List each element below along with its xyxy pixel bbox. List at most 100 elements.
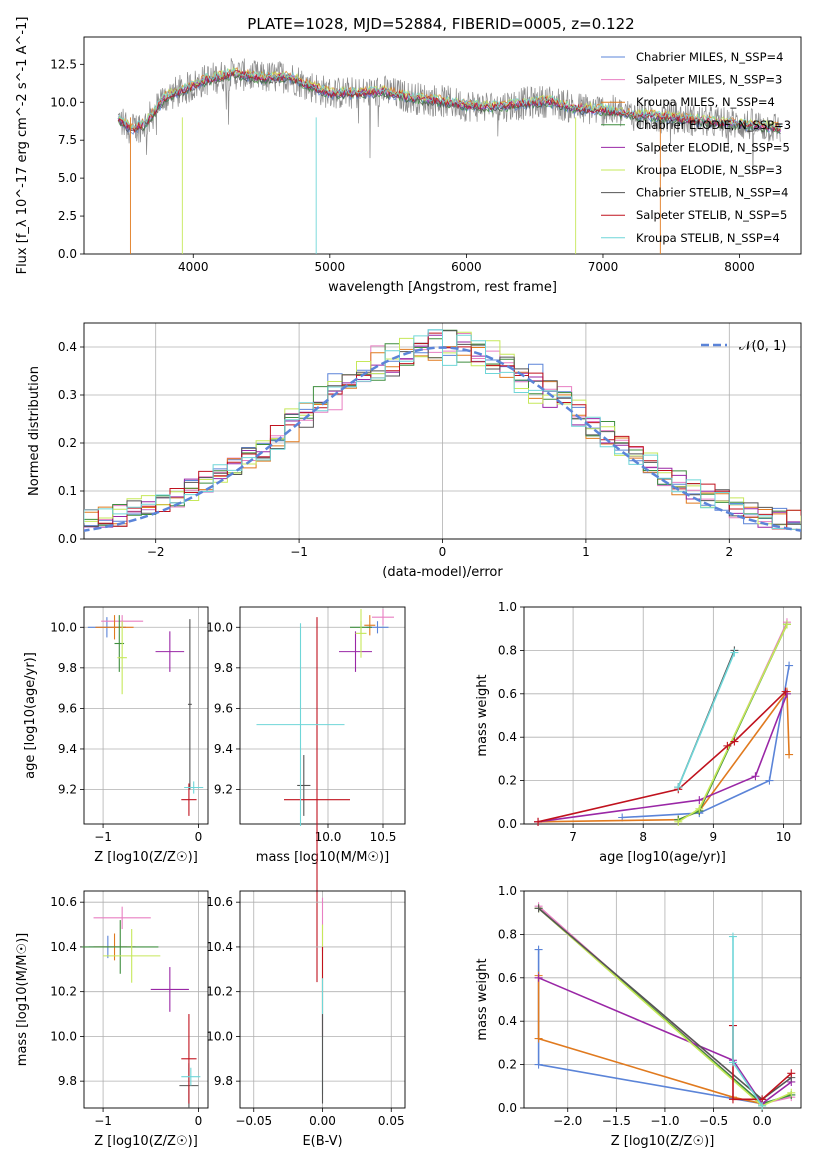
y-tick-label: 0.0 [498, 1101, 517, 1115]
y-tick-label: 0.0 [498, 817, 517, 831]
model-spectrum-kroupa_elodie [117, 66, 781, 131]
y-tick-label: 0.8 [498, 643, 517, 657]
x-tick-label: 8 [639, 830, 647, 844]
x-tick-label: 2 [725, 545, 733, 559]
x-tick-label: 5000 [315, 260, 346, 274]
data-point-marker [765, 776, 774, 785]
data-point-marker [695, 796, 704, 805]
y-tick-label: 10.0 [206, 620, 233, 634]
data-point-marker [534, 1060, 543, 1069]
mass-weight-line-kroupa_miles [537, 975, 763, 1105]
model-spectrum-kroupa_stelib [117, 66, 781, 130]
y-tick-label: 0.8 [498, 927, 517, 941]
legend-entry: 𝒩(0, 1) [739, 339, 786, 354]
x-axis-label: age [log10(age/yr)] [599, 850, 726, 865]
data-point-marker [781, 687, 790, 696]
y-tick-label: 0.2 [498, 1058, 517, 1072]
normal-distribution-curve [84, 346, 801, 532]
axes-frame [83, 606, 209, 825]
y-tick-label: 0.0 [58, 532, 77, 546]
data-point-marker [534, 973, 543, 982]
data-point-marker [787, 1088, 796, 1097]
data-point-marker [695, 804, 704, 813]
x-tick-label: 0.00 [309, 1114, 336, 1128]
data-point-marker [728, 1095, 737, 1104]
spectrum-lines [117, 58, 781, 254]
y-tick-label: 0.2 [58, 436, 77, 450]
y-tick-label: 0.1 [58, 484, 77, 498]
x-axis-label: E(B-V) [302, 1134, 342, 1149]
figure-title: PLATE=1028, MJD=52884, FIBERID=0005, z=0… [247, 15, 634, 33]
x-tick-label: −1 [94, 830, 112, 844]
data-point-marker [728, 932, 737, 941]
residual-histogram-panel: −2 −1 0 1 2 0.0 0.1 0.2 0.3 0.4 (data-model)/error… [27, 322, 802, 580]
y-axis-label: mass weight [475, 674, 490, 756]
y-axis-label: mass weight [475, 958, 490, 1040]
data-point-marker [730, 648, 739, 657]
x-tick-label: 6000 [451, 260, 482, 274]
y-tick-label: 7.5 [58, 133, 77, 147]
y-tick-label: 10.0 [50, 1029, 77, 1043]
x-tick-label: 10 [776, 830, 791, 844]
y-tick-label: 2.5 [58, 209, 77, 223]
data-point-marker [751, 772, 760, 781]
axes-frame [523, 890, 802, 1109]
x-axis-label: (data-model)/error [382, 565, 503, 580]
y-tick-label: 10.4 [50, 940, 77, 954]
x-tick-label: −1.5 [602, 1114, 631, 1128]
y-tick-label: 0.6 [498, 687, 517, 701]
x-axis-label: Z [log10(Z/Z☉)] [94, 1134, 198, 1149]
y-tick-label: 9.2 [214, 783, 233, 797]
y-tick-label: 9.8 [58, 661, 77, 675]
data-point-marker [674, 783, 683, 792]
y-tick-label: 0.4 [58, 340, 77, 354]
x-tick-label: −1.0 [650, 1114, 679, 1128]
data-point-marker [534, 945, 543, 954]
y-tick-label: 9.6 [58, 701, 77, 715]
x-tick-label: −1 [94, 1114, 112, 1128]
x-axis-label: Z [log10(Z/Z☉)] [94, 850, 198, 865]
mass-vs-reddening-panel: −0.05 0.00 0.05 9.8 10.0 10.2 10.4 10.6 E(B-V) [206, 890, 406, 1149]
mass-weight-line-salpeter_elodie [538, 977, 792, 1105]
legend-entry: Kroupa STELIB, N_SSP=4 [636, 231, 780, 245]
y-tick-label: 9.2 [58, 783, 77, 797]
y-tick-label: 0.2 [498, 774, 517, 788]
mass-weight-line-kroupa_miles [537, 689, 790, 823]
y-tick-label: 10.6 [206, 895, 233, 909]
data-point-marker [723, 741, 732, 750]
observed-spectrum-line [117, 58, 781, 176]
mass-vs-metallicity-panel: −1 0 9.8 10.0 10.2 10.4 10.6 Z [log10(Z/Z☉)] mas… [15, 890, 209, 1149]
y-tick-label: 0.0 [58, 247, 77, 261]
data-point-marker [758, 1101, 767, 1110]
x-tick-label: 0.05 [378, 1114, 405, 1128]
x-axis-label: Z [log10(Z/Z☉)] [611, 1134, 715, 1149]
x-tick-label: −0.05 [235, 1114, 272, 1128]
y-tick-label: 9.4 [58, 742, 77, 756]
y-tick-label: 9.4 [214, 742, 233, 756]
x-tick-label: −0.5 [699, 1114, 728, 1128]
axes-frame [239, 606, 406, 825]
y-tick-label: 9.8 [58, 1074, 77, 1088]
y-tick-label: 9.8 [214, 1074, 233, 1088]
y-axis-label: Normed distribution [27, 366, 42, 496]
data-point-marker [785, 661, 794, 670]
y-tick-label: 10.0 [50, 95, 77, 109]
mass-weight-line-kroupa_stelib [677, 652, 736, 788]
data-point-marker [728, 1058, 737, 1067]
axes-frame [83, 36, 802, 255]
residual-histograms [84, 329, 801, 532]
data-point-marker [534, 904, 543, 913]
y-tick-label: 10.2 [50, 985, 77, 999]
y-tick-label: 0.3 [58, 388, 77, 402]
y-tick-label: 10.4 [206, 940, 233, 954]
mass-weight-line-salpeter_elodie [537, 693, 788, 823]
y-tick-label: 1.0 [498, 600, 517, 614]
legend-entry: Chabrier STELIB, N_SSP=4 [636, 186, 788, 200]
axes-frame [523, 606, 802, 825]
y-tick-label: 9.8 [214, 661, 233, 675]
y-tick-label: 10.0 [50, 620, 77, 634]
x-tick-label: −2 [147, 545, 165, 559]
y-tick-label: 10.0 [206, 1029, 233, 1043]
data-point-marker [787, 1069, 796, 1078]
x-tick-label: 7 [569, 830, 577, 844]
